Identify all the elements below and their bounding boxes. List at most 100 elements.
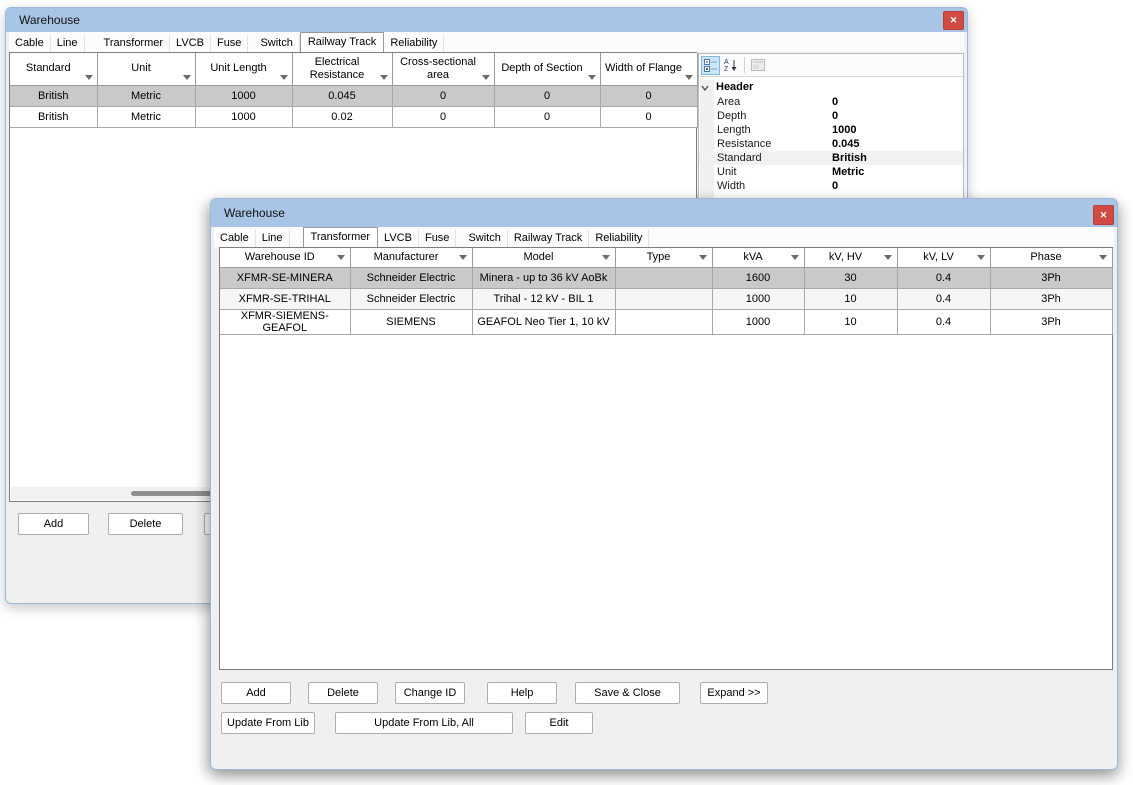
cell[interactable]: Metric	[97, 106, 196, 128]
column-header-manufacturer[interactable]: Manufacturer	[350, 248, 473, 268]
column-header-warehouse-id[interactable]: Warehouse ID	[220, 248, 351, 268]
tab-cable[interactable]: Cable	[9, 35, 51, 52]
update-from-lib-button[interactable]: Update From Lib	[221, 712, 315, 734]
tab-fuse[interactable]: Fuse	[418, 230, 457, 247]
delete-button[interactable]: Delete	[108, 513, 183, 535]
table-row[interactable]: British Metric 1000 0.045 0 0 0	[10, 85, 698, 107]
cell[interactable]: 10	[804, 309, 898, 335]
filter-arrow-icon[interactable]	[601, 255, 610, 260]
filter-arrow-icon[interactable]	[790, 255, 799, 260]
cell[interactable]	[615, 288, 713, 310]
filter-arrow-icon[interactable]	[182, 74, 191, 80]
filter-arrow-icon[interactable]	[698, 255, 707, 260]
help-button[interactable]: Help	[487, 682, 557, 704]
column-header-depth-of-section[interactable]: Depth of Section	[494, 53, 601, 86]
column-header-unit-length[interactable]: Unit Length	[195, 53, 293, 86]
filter-arrow-icon[interactable]	[336, 255, 345, 260]
cell[interactable]: XFMR-SE-MINERA	[220, 267, 351, 289]
filter-arrow-icon[interactable]	[1098, 255, 1107, 260]
expand-button[interactable]: Expand >>	[700, 682, 768, 704]
update-from-lib-all-button[interactable]: Update From Lib, All	[335, 712, 513, 734]
cell[interactable]: Metric	[97, 85, 196, 107]
filter-arrow-icon[interactable]	[481, 74, 490, 80]
save-close-button[interactable]: Save & Close	[575, 682, 680, 704]
cell[interactable]: British	[10, 106, 98, 128]
cell[interactable]: 1000	[712, 309, 805, 335]
cell[interactable]: 3Ph	[990, 288, 1113, 310]
close-icon[interactable]: ✕	[1093, 205, 1114, 225]
tab-lvcb[interactable]: LVCB	[170, 35, 211, 52]
cell[interactable]: XFMR-SIEMENS-GEAFOL	[220, 309, 351, 335]
cell[interactable]: 3Ph	[990, 309, 1113, 335]
column-header-electrical-resistance[interactable]: Electrical Resistance	[292, 53, 393, 86]
filter-arrow-icon[interactable]	[279, 74, 288, 80]
sort-alphabetical-icon[interactable]: A Z	[721, 56, 740, 75]
cell[interactable]: 0	[392, 106, 495, 128]
tab-transformer[interactable]: Transformer	[97, 35, 171, 52]
delete-button[interactable]: Delete	[308, 682, 378, 704]
column-header-width-of-flange[interactable]: Width of Flange	[600, 53, 698, 86]
close-icon[interactable]: ✕	[943, 11, 964, 30]
edit-button[interactable]: Edit	[525, 712, 593, 734]
cell[interactable]: 3Ph	[990, 267, 1113, 289]
cell[interactable]	[615, 309, 713, 335]
cell[interactable]: Trihal - 12 kV - BIL 1	[472, 288, 616, 310]
column-header-model[interactable]: Model	[472, 248, 616, 268]
cell[interactable]: SIEMENS	[350, 309, 473, 335]
categorized-icon[interactable]	[701, 55, 720, 75]
cell[interactable]: 0.4	[897, 288, 991, 310]
tab-railway-track[interactable]: Railway Track	[299, 32, 385, 52]
column-header-standard[interactable]: Standard	[10, 53, 98, 86]
tab-transformer[interactable]: Transformer	[302, 227, 379, 247]
titlebar[interactable]: Warehouse ✕	[6, 8, 967, 32]
titlebar[interactable]: Warehouse ✕	[211, 199, 1117, 227]
column-header-cross-sectional-area[interactable]: Cross-sectional area	[392, 53, 495, 86]
cell[interactable]: Schneider Electric	[350, 288, 473, 310]
tab-line[interactable]: Line	[255, 230, 290, 247]
cell[interactable]: British	[10, 85, 98, 107]
cell[interactable]: 0	[494, 106, 601, 128]
cell[interactable]: 10	[804, 288, 898, 310]
cell[interactable]: Schneider Electric	[350, 267, 473, 289]
cell[interactable]: 0	[392, 85, 495, 107]
tab-fuse[interactable]: Fuse	[210, 35, 249, 52]
filter-arrow-icon[interactable]	[684, 74, 693, 80]
category-row-header[interactable]: Header	[699, 80, 963, 95]
filter-arrow-icon[interactable]	[587, 74, 596, 80]
filter-arrow-icon[interactable]	[84, 74, 93, 80]
tab-lvcb[interactable]: LVCB	[378, 230, 419, 247]
cell[interactable]: 0	[600, 85, 698, 107]
filter-arrow-icon[interactable]	[458, 255, 467, 260]
column-header-type[interactable]: Type	[615, 248, 713, 268]
table-row[interactable]: XFMR-SIEMENS-GEAFOL SIEMENS GEAFOL Neo T…	[220, 309, 1113, 335]
cell[interactable]: 1000	[712, 288, 805, 310]
column-header-kv-hv[interactable]: kV, HV	[804, 248, 898, 268]
add-button[interactable]: Add	[221, 682, 291, 704]
cell[interactable]: 0.4	[897, 267, 991, 289]
column-header-kv-lv[interactable]: kV, LV	[897, 248, 991, 268]
cell[interactable]: 1000	[195, 106, 293, 128]
cell[interactable]: GEAFOL Neo Tier 1, 10 kV	[472, 309, 616, 335]
change-id-button[interactable]: Change ID	[395, 682, 465, 704]
tab-reliability[interactable]: Reliability	[384, 35, 445, 52]
tab-railway-track[interactable]: Railway Track	[507, 230, 590, 247]
cell[interactable]: 30	[804, 267, 898, 289]
tab-switch[interactable]: Switch	[462, 230, 508, 247]
tab-switch[interactable]: Switch	[254, 35, 300, 52]
cell[interactable]: 0	[600, 106, 698, 128]
filter-arrow-icon[interactable]	[976, 255, 985, 260]
cell[interactable]: 0.045	[292, 85, 393, 107]
table-row[interactable]: XFMR-SE-MINERA Schneider Electric Minera…	[220, 267, 1113, 289]
cell[interactable]: 1000	[195, 85, 293, 107]
filter-arrow-icon[interactable]	[883, 255, 892, 260]
filter-arrow-icon[interactable]	[379, 74, 388, 80]
cell[interactable]: XFMR-SE-TRIHAL	[220, 288, 351, 310]
table-row[interactable]: XFMR-SE-TRIHAL Schneider Electric Trihal…	[220, 288, 1113, 310]
cell[interactable]: 0.02	[292, 106, 393, 128]
cell[interactable]: 0.4	[897, 309, 991, 335]
column-header-kva[interactable]: kVA	[712, 248, 805, 268]
table-row[interactable]: British Metric 1000 0.02 0 0 0	[10, 106, 698, 128]
add-button[interactable]: Add	[18, 513, 89, 535]
cell[interactable]: 1600	[712, 267, 805, 289]
tab-reliability[interactable]: Reliability	[589, 230, 650, 247]
